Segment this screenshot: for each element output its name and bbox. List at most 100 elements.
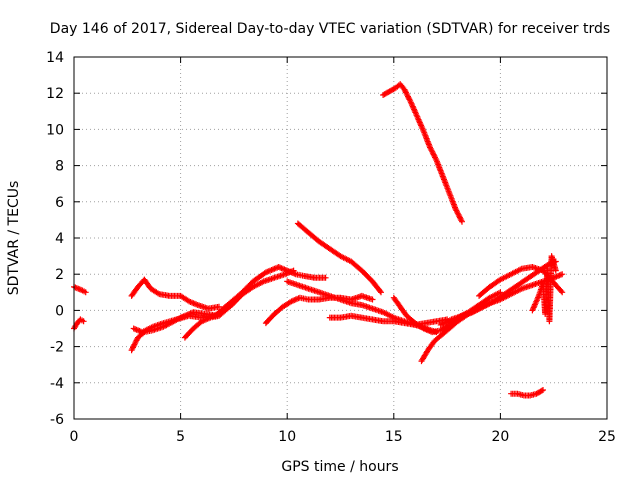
series-trace — [370, 279, 384, 295]
series-trace — [71, 321, 80, 331]
series-trace — [481, 299, 496, 309]
series-trace — [509, 286, 524, 297]
series-trace — [439, 322, 451, 333]
series-trace — [76, 286, 85, 293]
x-axis: 0 5 10 15 20 25 — [70, 57, 616, 445]
series-trace — [238, 279, 255, 296]
data-point — [216, 303, 222, 310]
series-trace — [477, 284, 492, 298]
series-trace — [296, 221, 311, 235]
series-trace — [488, 290, 502, 300]
series-trace — [328, 246, 343, 259]
series-sat-h — [294, 220, 384, 296]
y-axis-label: SDTVAR / TECUs — [6, 181, 22, 296]
data-point — [540, 387, 546, 393]
series-trace — [425, 339, 437, 352]
y-tick-label: 8 — [55, 159, 64, 175]
series-trace — [447, 319, 460, 331]
series-sat-d — [128, 276, 222, 312]
series-sat-f — [181, 312, 222, 341]
series-trace — [140, 324, 155, 335]
grid — [74, 57, 607, 419]
series-trace — [251, 279, 266, 290]
y-tick-label: -2 — [50, 340, 64, 356]
series-trace — [149, 286, 161, 297]
series-trace — [427, 145, 439, 162]
series-trace — [381, 310, 396, 320]
series-trace — [439, 317, 453, 328]
data-point — [559, 289, 566, 296]
series-trace — [251, 270, 268, 284]
y-tick-label: 4 — [55, 231, 64, 247]
series-trace — [408, 100, 420, 119]
series-trace — [440, 174, 452, 195]
data-point — [82, 289, 89, 296]
series-trace — [272, 304, 285, 316]
series-sat-e — [130, 264, 329, 336]
x-tick-label: 20 — [491, 429, 509, 445]
series-trace — [129, 336, 141, 352]
series-trace — [516, 391, 526, 398]
series-sat-b — [71, 316, 87, 332]
data-point — [369, 296, 376, 303]
series-trace — [142, 277, 153, 291]
series-trace — [503, 284, 517, 297]
series-trace — [75, 317, 83, 325]
series-trace — [391, 296, 403, 309]
series-trace — [281, 299, 293, 309]
series-trace — [522, 392, 532, 399]
series-sat-k — [380, 81, 465, 225]
series-trace — [264, 264, 281, 275]
data-point — [216, 312, 222, 319]
series-trace — [381, 89, 392, 98]
series-trace — [387, 85, 398, 94]
y-tick-label: 12 — [46, 86, 64, 102]
y-tick-label: 2 — [55, 267, 64, 283]
series-trace — [421, 129, 433, 149]
series-trace — [453, 207, 465, 224]
series-trace — [438, 326, 451, 338]
y-tick-label: 10 — [46, 122, 64, 138]
series-trace — [317, 239, 332, 251]
data-point — [552, 267, 559, 274]
series-trace — [509, 390, 519, 397]
series-trace — [546, 254, 555, 323]
series-trace — [398, 305, 409, 318]
series-trace — [530, 294, 542, 312]
y-tick-label: -4 — [50, 376, 64, 392]
y-tick-label: 6 — [55, 195, 64, 211]
series-trace — [528, 391, 538, 398]
series-trace — [534, 387, 545, 396]
series-trace — [446, 191, 458, 211]
series-trace — [513, 277, 528, 289]
data-point — [559, 271, 566, 278]
y-tick-label: 14 — [46, 50, 64, 66]
series-trace — [359, 268, 375, 284]
chart-title: Day 146 of 2017, Sidereal Day-to-day VTE… — [50, 21, 610, 37]
series-trace — [413, 321, 426, 331]
series-trace — [191, 319, 204, 331]
y-tick-label: 0 — [55, 303, 64, 319]
series-trace — [488, 277, 503, 289]
series-trace — [225, 292, 242, 307]
series-trace — [404, 313, 417, 325]
x-axis-label: GPS time / hours — [281, 459, 398, 475]
series-trace — [492, 292, 507, 304]
series-trace — [306, 230, 321, 244]
series-trace — [72, 284, 80, 292]
x-tick-label: 0 — [70, 429, 79, 445]
series-trace — [217, 303, 234, 318]
x-tick-label: 25 — [598, 429, 616, 445]
series-sat-g — [262, 292, 376, 327]
series-trace — [553, 283, 565, 295]
x-tick-label: 15 — [385, 429, 403, 445]
series-trace — [498, 272, 513, 282]
data-point — [322, 274, 329, 281]
y-tick-label: -6 — [50, 412, 64, 428]
series-trace — [402, 88, 414, 104]
series-sat-q — [529, 253, 559, 325]
series-trace — [509, 266, 524, 277]
series-trace — [339, 253, 353, 264]
series-trace — [349, 259, 364, 273]
